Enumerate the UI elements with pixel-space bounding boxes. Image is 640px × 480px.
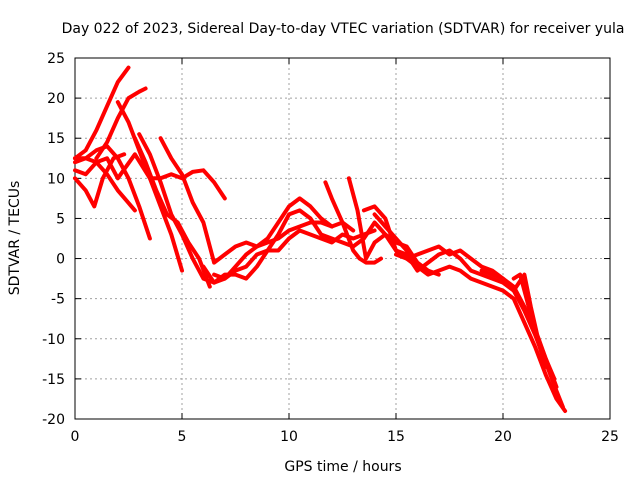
x-tick-label: 15 (387, 429, 405, 445)
y-axis-label: SDTVAR / TECUs (7, 181, 23, 296)
plot-frame (74, 57, 611, 420)
y-tick-label: 15 (47, 131, 65, 147)
series-line-track-11 (201, 208, 420, 285)
y-tick-label: -20 (42, 412, 65, 428)
x-axis-label: GPS time / hours (284, 459, 401, 475)
axis-ticks: 0 5 10 15 20 25 -20 -15 -10 -5 0 5 10 15 20 25 (42, 51, 619, 445)
series-line-track-19 (511, 272, 548, 369)
chart-title: Day 022 of 2023, Sidereal Day-to-day VTE… (62, 21, 625, 37)
series-line-track-10 (158, 136, 356, 265)
series-line-track-4 (73, 152, 227, 201)
series-line-track-13 (323, 180, 383, 265)
x-tick-label: 0 (71, 429, 80, 445)
series-line-track-5 (73, 144, 152, 241)
x-tick-label: 10 (280, 429, 298, 445)
y-tick-label: 10 (47, 171, 65, 187)
series-line-track-16 (372, 212, 568, 413)
x-tick-label: 25 (601, 429, 619, 445)
y-tick-label: -10 (42, 332, 65, 348)
y-tick-label: 20 (47, 91, 65, 107)
series-line-track-6 (73, 152, 127, 209)
y-tick-label: 5 (56, 211, 65, 227)
series-line-track-12 (212, 228, 377, 281)
x-tick-label: 20 (494, 429, 512, 445)
y-tick-label: -5 (51, 292, 65, 308)
y-tick-label: 25 (47, 51, 65, 67)
series-line-track-9 (137, 132, 334, 285)
x-tick-label: 5 (178, 429, 187, 445)
series-group (73, 65, 568, 413)
y-tick-label: 0 (56, 252, 65, 268)
grid (75, 58, 610, 419)
y-tick-label: -15 (42, 372, 65, 388)
series-line-track-7 (115, 100, 184, 273)
series-line-track-1 (73, 65, 131, 161)
series-line-track-17 (394, 244, 559, 389)
